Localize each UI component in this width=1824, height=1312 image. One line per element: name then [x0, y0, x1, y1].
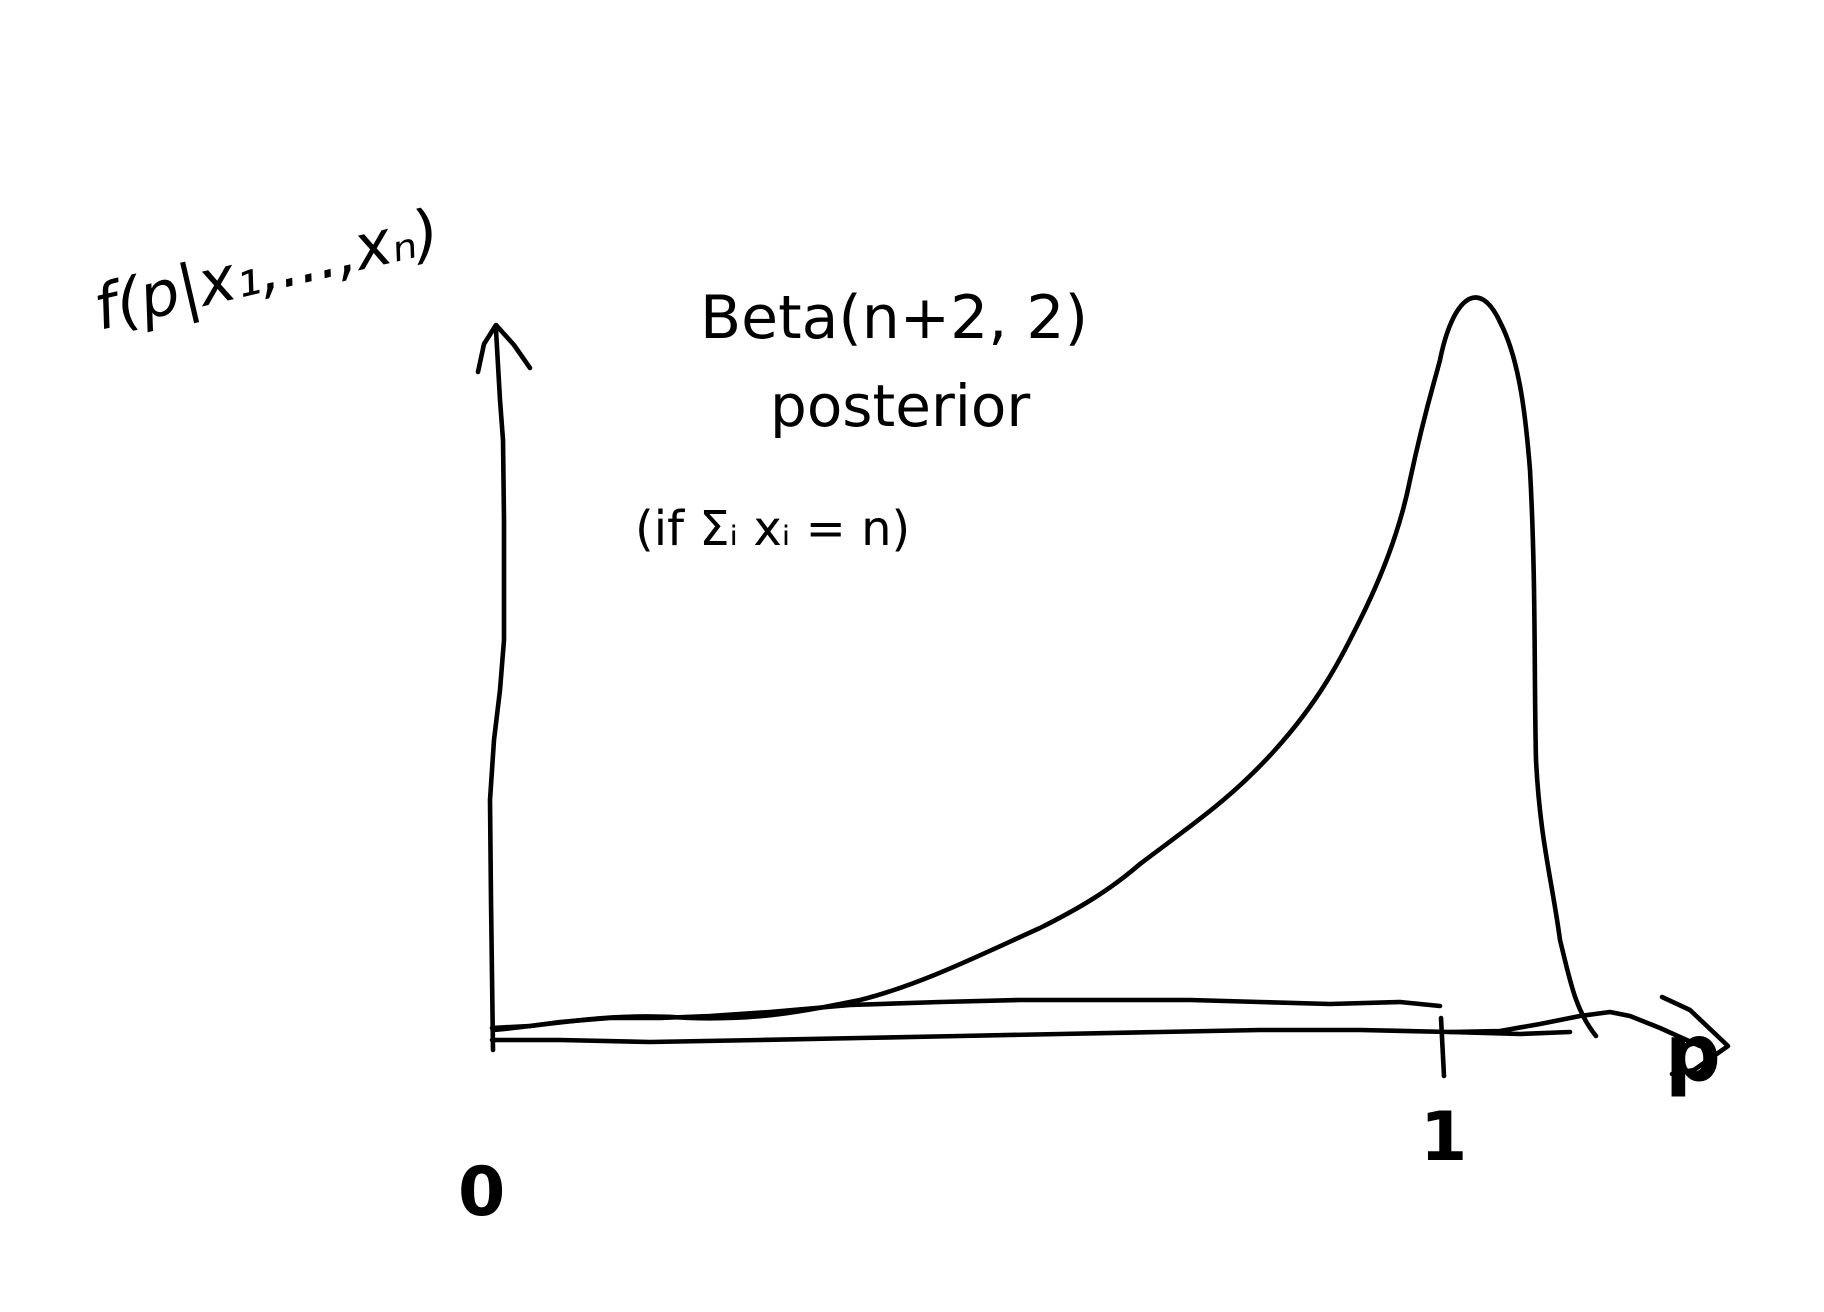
x-tick-label-one: 1 — [1420, 1098, 1467, 1177]
x-tick-one-mark — [1438, 1015, 1447, 1079]
x-axis-arrowhead — [1659, 994, 1731, 1077]
curve-name-label: Beta(n+2, 2) — [700, 283, 1088, 353]
posterior-curve — [490, 295, 1599, 1039]
x-axis-baseline — [489, 1027, 1573, 1045]
x-axis — [489, 997, 1443, 1031]
curve-condition-label: (if Σᵢ xᵢ = n) — [635, 501, 910, 557]
x-tick-label-zero: 0 — [458, 1153, 505, 1232]
x-axis-extension — [1447, 1009, 1703, 1049]
y-axis — [487, 327, 507, 1053]
y-axis-arrowhead — [475, 322, 533, 375]
y-axis-label: f(p|x₁,...,xₙ) — [87, 194, 447, 345]
x-axis-label: p — [1665, 1009, 1721, 1099]
curve-description-label: posterior — [770, 372, 1030, 440]
